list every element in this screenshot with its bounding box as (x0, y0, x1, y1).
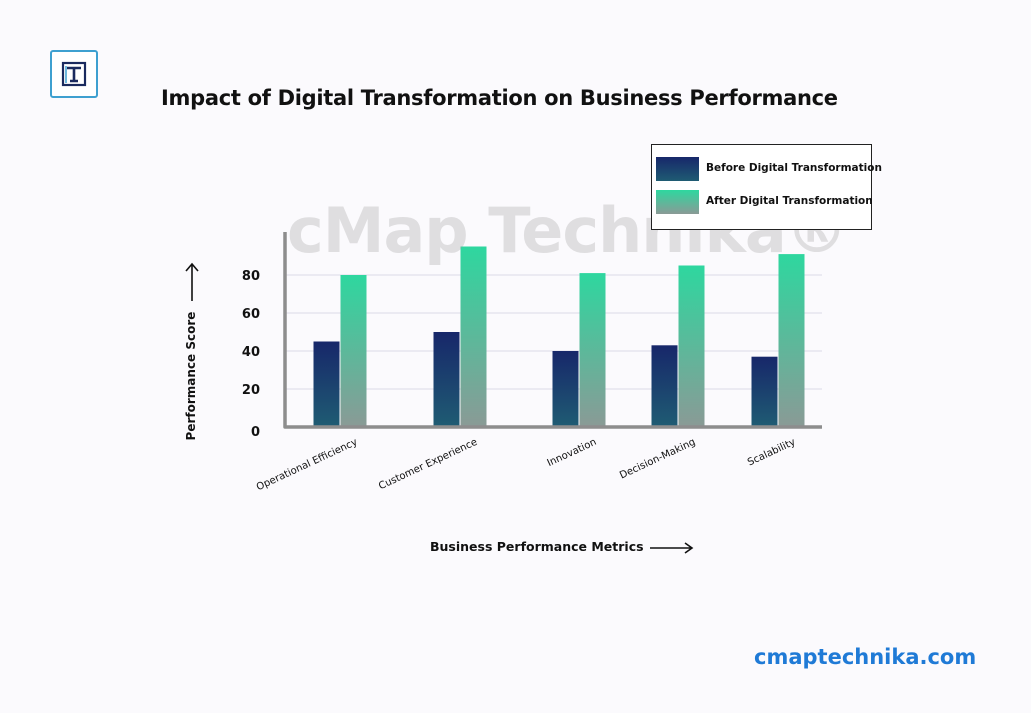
bar-before (433, 332, 460, 427)
y-axis-label: Performance Score (184, 311, 198, 441)
bar-before (313, 341, 340, 427)
x-axis-label: Business Performance Metrics (430, 539, 644, 554)
bar-after (579, 273, 606, 427)
bar-after (678, 265, 705, 427)
x-tick-label: Operational Efficiency (255, 437, 359, 494)
chart-legend: Before Digital Transformation After Digi… (651, 144, 882, 230)
x-tick-label: Innovation (546, 437, 599, 469)
bar-after (460, 246, 487, 427)
arrow-up-icon (185, 262, 199, 301)
y-tick-label: 0 (251, 425, 260, 440)
x-tick-label: Decision-Making (618, 437, 697, 482)
legend-label-before: Before Digital Transformation (706, 162, 882, 174)
y-tick-label: 20 (242, 383, 260, 398)
bar-after (340, 275, 367, 427)
chart-title: Impact of Digital Transformation on Busi… (161, 86, 838, 110)
arrow-right-icon (650, 542, 694, 554)
legend-label-after: After Digital Transformation (706, 195, 873, 207)
x-tick-label: Scalability (746, 437, 797, 469)
legend-swatch-after (656, 190, 699, 214)
axis-line (283, 232, 822, 429)
t-logo-icon (50, 50, 98, 98)
y-tick-label: 40 (242, 345, 260, 360)
bar-before (552, 351, 579, 427)
y-tick-label: 60 (242, 307, 260, 322)
footer-url[interactable]: cmaptechnika.com (754, 645, 977, 669)
bar-before (651, 345, 678, 427)
bar-after (778, 254, 805, 427)
y-tick-label: 80 (242, 269, 260, 284)
legend-swatch-before (656, 157, 699, 181)
x-tick-label: Customer Experience (377, 437, 479, 492)
bar-before (751, 356, 778, 427)
